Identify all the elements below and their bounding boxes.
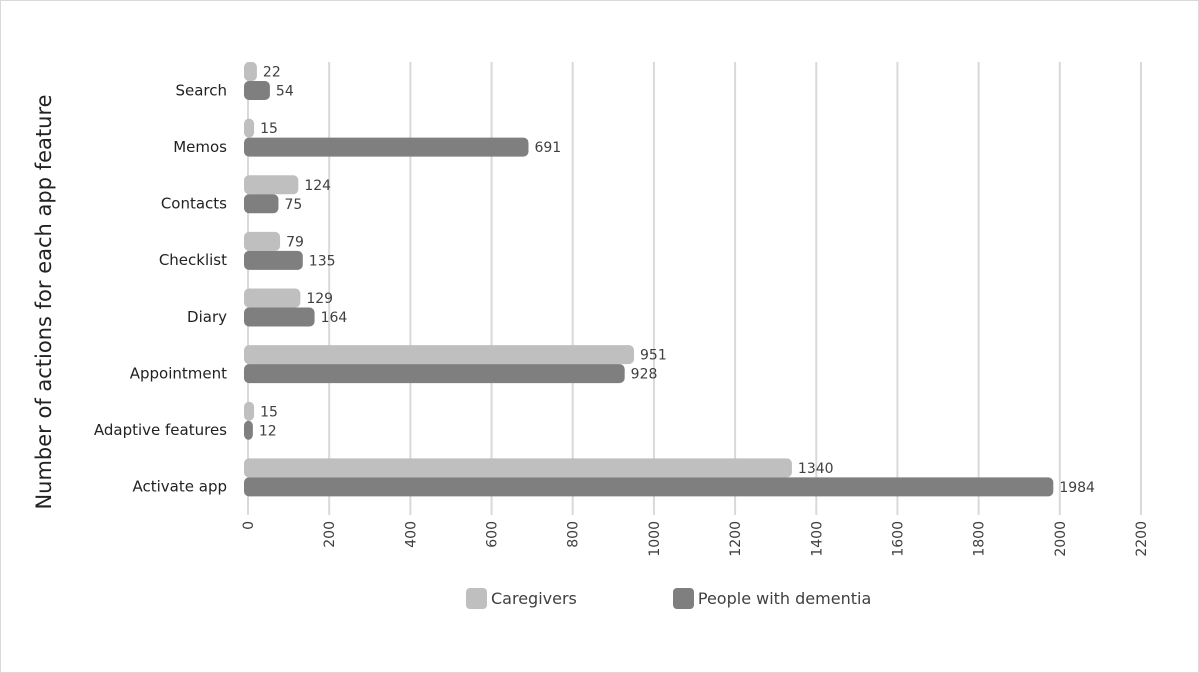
bar (244, 477, 1054, 497)
x-tick-label: 1000 (647, 521, 663, 557)
x-tick-label: 2000 (1053, 521, 1069, 557)
x-tick-labels: 0 200 400 600 800 1000 1200 1400 1600 1800 2000 220… (241, 521, 1150, 557)
bar (244, 458, 792, 478)
category-label: Adaptive features (94, 421, 227, 439)
category-label: Activate app (133, 478, 227, 496)
data-label: 54 (276, 84, 294, 100)
bar (244, 194, 279, 214)
gridlines (247, 62, 1142, 515)
legend: Caregivers People with dementia (466, 588, 871, 609)
x-tick-label: 1600 (890, 521, 906, 557)
legend-swatch-caregivers (466, 588, 487, 609)
bar (244, 231, 281, 251)
data-label: 124 (304, 178, 331, 194)
legend-item-caregivers: Caregivers (466, 588, 577, 609)
data-label: 79 (286, 234, 304, 250)
bar (244, 62, 257, 81)
bar (244, 307, 315, 327)
bar (244, 364, 625, 384)
legend-item-people-with-dementia: People with dementia (672, 588, 872, 609)
legend-swatch-people-with-dementia (672, 588, 694, 609)
x-tick-label: 0 (241, 521, 257, 530)
x-tick-label: 2200 (1134, 521, 1150, 557)
category-label: Checklist (159, 251, 227, 269)
x-tick-label: 600 (485, 521, 501, 548)
x-tick-label: 1800 (972, 521, 988, 557)
data-label: 1340 (798, 461, 834, 477)
data-label: 15 (260, 121, 278, 137)
data-label: 691 (534, 140, 561, 156)
data-label: 135 (309, 253, 336, 269)
category-labels: Search Memos Contacts Checklist Diary Appoint… (94, 81, 227, 495)
x-tick-label: 200 (322, 521, 338, 548)
data-label: 75 (284, 197, 302, 213)
data-label: 15 (260, 404, 278, 420)
bar (244, 175, 299, 195)
data-label: 129 (306, 291, 333, 307)
bar (244, 250, 303, 270)
bars (244, 62, 1054, 497)
bar (244, 345, 635, 365)
category-label: Search (175, 81, 227, 99)
data-label: 22 (263, 65, 281, 81)
legend-label-people-with-dementia: People with dementia (697, 589, 872, 608)
category-label: Diary (187, 308, 227, 326)
category-label: Appointment (130, 364, 227, 382)
data-label: 1984 (1059, 480, 1095, 496)
bar (244, 118, 255, 138)
x-tick-label: 1400 (809, 521, 825, 557)
data-label: 164 (321, 310, 348, 326)
category-label: Contacts (161, 195, 227, 213)
bar (244, 81, 270, 100)
data-label: 928 (631, 367, 658, 383)
x-tick-label: 400 (403, 521, 419, 548)
legend-label-caregivers: Caregivers (491, 589, 577, 608)
bar (244, 420, 253, 440)
bar (244, 401, 255, 421)
x-tick-label: 800 (566, 521, 582, 548)
x-tick-label: 1200 (728, 521, 744, 557)
category-label: Memos (173, 138, 227, 156)
data-label: 951 (640, 348, 667, 364)
bar (244, 137, 529, 157)
bar (244, 288, 301, 308)
data-label: 12 (259, 423, 277, 439)
y-axis-title: Number of actions for each app feature (32, 94, 56, 510)
